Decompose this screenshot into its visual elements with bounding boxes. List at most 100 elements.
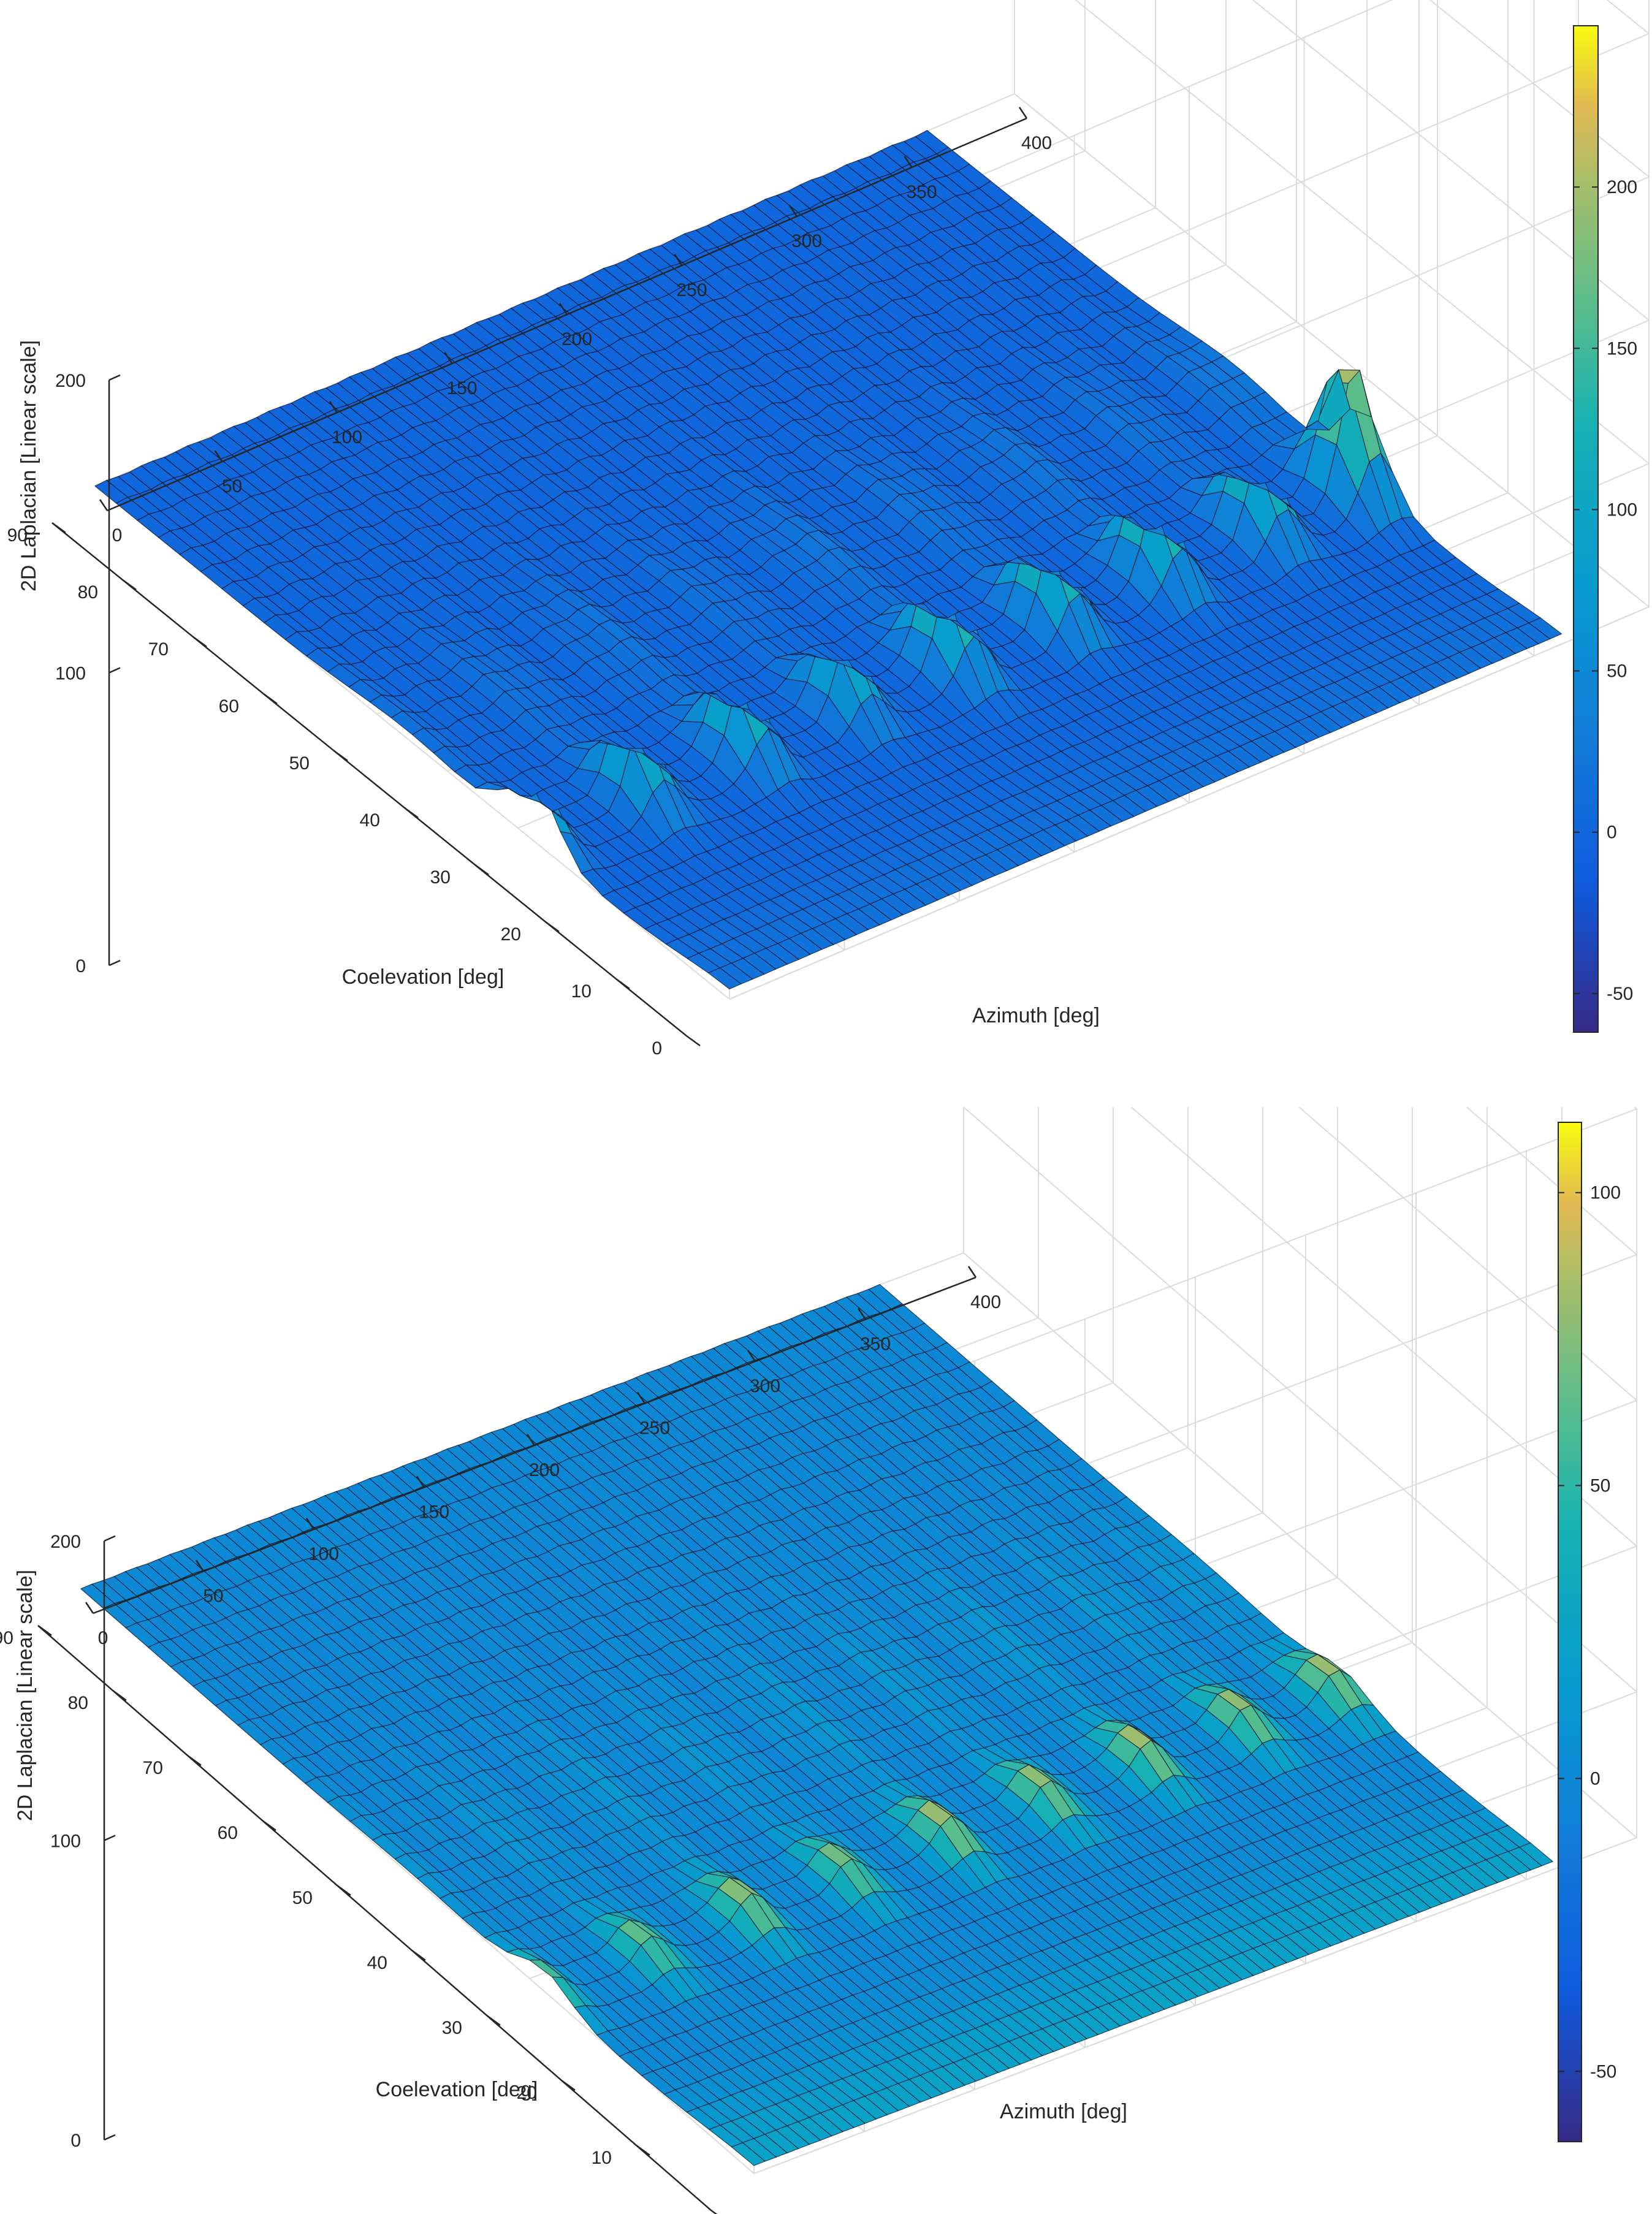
colorbar-tick-label: 0 [1607, 823, 1617, 843]
x-tick-label: 300 [750, 1376, 780, 1396]
grid-line [753, 1107, 1638, 1446]
y-tick-label: 30 [430, 867, 451, 888]
y-tick-label: 40 [360, 810, 380, 831]
x-tick-label: 400 [1021, 133, 1052, 153]
colorbar-tick-label: 50 [1590, 1476, 1610, 1496]
y-tick-label: 40 [367, 1953, 387, 1973]
x-tick [857, 1307, 867, 1320]
colorbar: -50 0 50 100 150 200 [1573, 25, 1637, 1033]
y-tick [411, 1949, 426, 1961]
surface-chart-top-svg: 0 10 20 30 40 50 60 70 80 90 0 50 100 150 200 250 300 350… [7, 0, 1650, 1059]
x-tick-label: 250 [676, 280, 707, 300]
x-tick [788, 205, 798, 217]
x-tick [416, 1475, 425, 1488]
y-tick-label: 70 [143, 1758, 163, 1778]
x-tick [329, 401, 338, 413]
x-tick [636, 1391, 646, 1404]
surface-plot-bottom: 0 10 20 30 40 50 60 70 80 90 0 50 100 150 200 250 300 350… [0, 1107, 1652, 2214]
y-tick-label: 90 [0, 1628, 13, 1648]
colorbar: -50 0 50 100 [1558, 1122, 1621, 2142]
y-axis-label: Coelevation [deg] [342, 965, 504, 989]
x-tick [305, 1518, 315, 1530]
x-tick [967, 1266, 977, 1278]
x-tick [558, 303, 568, 315]
x-tick [85, 1602, 94, 1614]
y-tick-label: 80 [68, 1693, 88, 1713]
axes: 0 10 20 30 40 50 60 70 80 90 0 50 100 150 200 250 300 350… [7, 107, 1100, 1059]
x-tick-label: 50 [203, 1586, 223, 1607]
y-tick-label: 20 [501, 924, 521, 945]
surface [94, 129, 1563, 990]
colorbar-tick-label: -50 [1590, 2061, 1616, 2082]
x-tick-label: 100 [308, 1544, 339, 1564]
grid-line [753, 1837, 1637, 2174]
y-tick [122, 579, 137, 591]
y-axis-line [37, 1625, 712, 2211]
colorbar-tick-label: 0 [1590, 1768, 1601, 1789]
z-tick [108, 667, 121, 674]
x-tick-label: 350 [906, 182, 937, 202]
y-axis-label: Coelevation [deg] [376, 2078, 538, 2101]
y-tick-label: 70 [148, 639, 169, 660]
x-tick-label: 150 [446, 378, 477, 398]
y-tick [51, 522, 66, 534]
grid-line [729, 0, 1394, 283]
y-tick [615, 978, 630, 990]
surface-chart-bottom-svg: 0 10 20 30 40 50 60 70 80 90 0 50 100 150 200 250 300 350… [0, 1107, 1638, 2214]
z-axis-label: 2D Laplacian [Linear scale] [17, 340, 40, 592]
grid-line [963, 1252, 1637, 1838]
y-axis-line [51, 522, 687, 1037]
y-tick [710, 2209, 718, 2214]
y-tick-label: 10 [592, 2148, 612, 2168]
y-tick [486, 2014, 501, 2026]
y-tick-label: 50 [289, 753, 310, 774]
surface-plot-top: 0 10 20 30 40 50 60 70 80 90 0 50 100 150 200 250 300 350… [7, 0, 1650, 1059]
colorbar-gradient [1573, 25, 1599, 1033]
y-tick-label: 60 [218, 1823, 238, 1843]
grid-line [1014, 93, 1650, 607]
z-tick-label: 100 [50, 1832, 81, 1852]
x-tick-label: 350 [860, 1334, 891, 1355]
z-tick-label: 0 [70, 2131, 81, 2151]
colorbar-tick-label: 150 [1607, 338, 1637, 359]
x-tick [904, 156, 913, 168]
z-tick-label: 100 [55, 664, 86, 684]
y-tick-label: 90 [7, 525, 28, 546]
y-tick-label: 10 [571, 981, 592, 1002]
x-tick-label: 50 [222, 476, 242, 496]
colorbar-tick-label: 100 [1590, 1183, 1621, 1203]
x-tick-label: 0 [98, 1628, 108, 1648]
colorbar-tick-label: 200 [1607, 177, 1637, 197]
y-tick-label: 60 [219, 696, 239, 717]
x-tick [1018, 107, 1028, 119]
surface-patch [80, 1583, 115, 1609]
z-tick [104, 1835, 116, 1841]
surface [80, 1284, 1554, 2166]
x-tick-label: 150 [419, 1502, 449, 1523]
x-tick-label: 200 [529, 1460, 560, 1480]
colorbar-tick-label: 100 [1607, 500, 1637, 520]
y-tick [263, 693, 278, 705]
x-tick [214, 450, 223, 462]
y-tick [187, 1754, 202, 1767]
z-tick-label: 200 [55, 371, 86, 391]
z-tick [108, 959, 121, 967]
y-tick-label: 20 [517, 2083, 537, 2103]
colorbar-tick-label: -50 [1607, 984, 1633, 1004]
x-tick-label: 200 [561, 329, 592, 349]
x-tick [526, 1434, 536, 1446]
y-tick [686, 1035, 701, 1047]
x-tick-label: 400 [970, 1292, 1001, 1312]
x-tick [444, 352, 453, 364]
y-tick-label: 30 [442, 2018, 462, 2038]
z-tick [104, 2134, 116, 2141]
y-tick [474, 864, 489, 876]
z-tick [108, 374, 121, 381]
colorbar-tick-label: 50 [1607, 661, 1627, 682]
x-axis-label: Azimuth [deg] [972, 1004, 1100, 1027]
y-tick [545, 921, 560, 933]
y-tick [262, 1819, 276, 1832]
y-tick-label: 0 [676, 2213, 687, 2214]
z-tick-label: 200 [50, 1532, 81, 1552]
axes: 0 10 20 30 40 50 60 70 80 90 0 50 100 150 200 250 300 350… [0, 1266, 1127, 2214]
